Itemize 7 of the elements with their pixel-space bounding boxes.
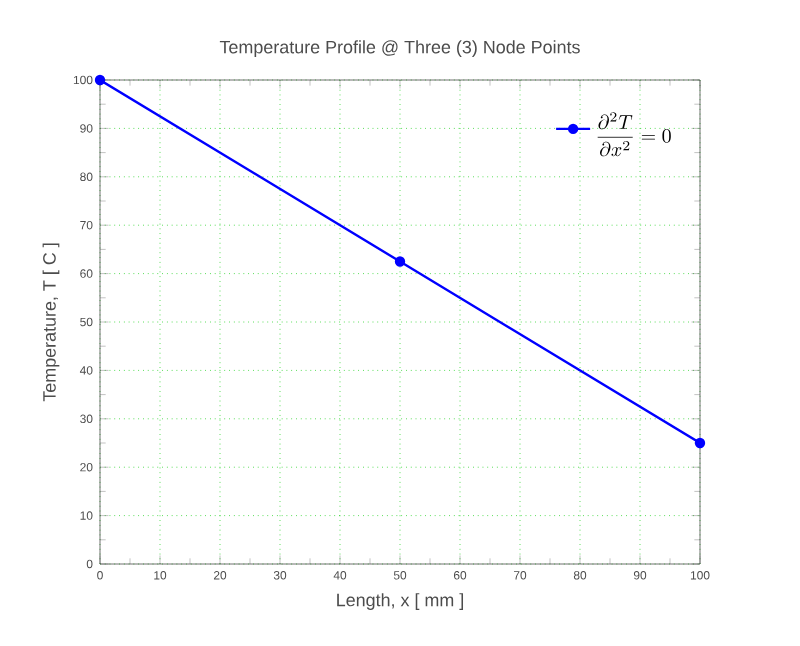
- point: [394, 256, 406, 267]
- point: [94, 74, 106, 86]
- point: [694, 437, 706, 449]
- x-axis-title: Length, x [ mm ]: [337, 593, 464, 610]
- legend-label: $\frac{\partial^2 T}{\partial x^2} = 0$: [597, 112, 671, 157]
- chart-title: Temperature Profile @ Three (3) Node Points: [219, 40, 580, 57]
- y-axis-title: Temperature, T [ C ]: [42, 243, 60, 402]
